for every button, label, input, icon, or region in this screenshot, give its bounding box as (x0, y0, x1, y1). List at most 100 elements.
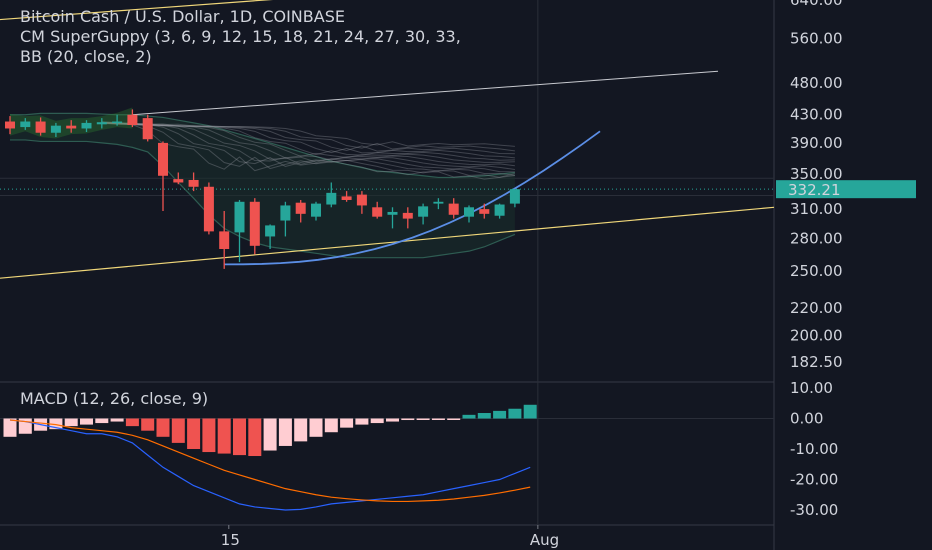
macd-pane (0, 404, 774, 511)
y-tick-label: 200.00 (790, 327, 843, 345)
bb-lower-line (10, 139, 516, 259)
macd-histogram-bar (171, 418, 185, 443)
candle-body (326, 192, 337, 205)
price-axes[interactable]: 640.00 560.00 480.00 430.00 390.00 350.00 310.… (221, 0, 843, 549)
candles (5, 109, 520, 269)
guppy-ma-line (101, 122, 515, 173)
candle-body (234, 201, 245, 233)
indicator-bb-label: BB (20, close, 2) (20, 47, 152, 66)
macd-histogram-bar (80, 418, 93, 425)
candle-body (372, 207, 383, 217)
macd-histogram-bar (370, 418, 384, 424)
candle-body (402, 212, 413, 219)
macd-title: MACD (12, 26, close, 9) (20, 389, 208, 408)
candle-body (20, 121, 31, 128)
macd-histogram-bar (217, 418, 231, 454)
macd-histogram-bar (202, 418, 216, 453)
candle-body (5, 121, 15, 129)
macd-histogram-bar (493, 410, 507, 419)
macd-histogram-bar (462, 414, 476, 419)
bb-upper-line (10, 112, 515, 179)
macd-y-tick-label: 10.00 (790, 379, 833, 397)
bollinger-bands (10, 112, 516, 259)
candle-body (96, 122, 107, 125)
macd-histogram-bar (263, 418, 277, 451)
super-guppy-ribbon (10, 107, 516, 180)
macd-histogram-bar (141, 418, 155, 431)
macd-histogram-bar (49, 418, 63, 430)
support-trend-line[interactable] (0, 206, 775, 279)
guppy-ma-line (101, 122, 515, 155)
candle-body (464, 207, 474, 217)
macd-y-tick-label: 0.00 (790, 410, 823, 428)
y-tick-label: 560.00 (790, 30, 843, 48)
guppy-ma-line (101, 122, 515, 161)
macd-histogram-bar (355, 418, 369, 425)
macd-histogram-bar (278, 418, 292, 446)
candle-body (35, 121, 46, 133)
candle-body (418, 206, 429, 217)
x-tick-label: Aug (530, 531, 559, 549)
candle-body (341, 196, 352, 200)
macd-histogram-bar (401, 418, 415, 421)
guppy-ma-line (101, 121, 516, 180)
macd-line (9, 419, 531, 511)
resistance-trend-line[interactable] (132, 70, 719, 116)
candle-body (494, 204, 505, 216)
guppy-ma-line (101, 121, 515, 147)
macd-histogram-bar (447, 418, 461, 420)
y-tick-label: 390.00 (790, 134, 843, 152)
y-tick-label: 310.00 (790, 200, 843, 218)
macd-histogram-bar (340, 418, 354, 428)
last-price-label: 332.21 (788, 181, 841, 199)
upper-trend-line[interactable] (0, 0, 385, 21)
candle-body (479, 209, 490, 214)
macd-y-tick-label: -20.00 (790, 471, 838, 489)
y-tick-label: 250.00 (790, 262, 843, 280)
guppy-ma-line (101, 122, 515, 176)
candle-body (433, 201, 444, 204)
macd-histogram-bar (523, 404, 537, 419)
y-tick-label: 280.00 (790, 230, 843, 248)
candle-body (280, 205, 291, 221)
macd-histogram-bar (156, 418, 170, 437)
macd-histogram-bar (187, 418, 201, 449)
macd-histogram-bar (508, 408, 522, 419)
candle-body (50, 125, 61, 133)
guppy-ma-line (101, 122, 515, 152)
candle-body (311, 203, 321, 217)
candle-body (173, 179, 184, 183)
y-tick-label: 640.00 (790, 0, 843, 9)
bb-fill (10, 113, 515, 258)
macd-histogram-bar (64, 418, 78, 427)
trend-drawings[interactable] (0, 0, 775, 279)
y-tick-label: 430.00 (790, 106, 843, 124)
candle-body (265, 225, 276, 237)
candle-body (158, 142, 168, 176)
main-grid (0, 0, 775, 550)
y-tick-label: 480.00 (790, 74, 843, 92)
candle-body (203, 186, 214, 232)
guppy-ma-line (101, 122, 515, 159)
y-tick-label: 182.50 (790, 353, 843, 371)
candle-body (188, 179, 199, 187)
macd-histogram-bar (294, 418, 308, 442)
macd-histogram-bar (248, 418, 262, 457)
symbol-title: Bitcoin Cash / U.S. Dollar, 1D, COINBASE (20, 7, 345, 26)
guppy-ma-line (101, 121, 515, 163)
candle-body (509, 189, 520, 204)
macd-histogram-bar (477, 413, 491, 419)
candle-body (387, 211, 398, 215)
parabolic-curve[interactable] (224, 130, 601, 266)
last-price-background (776, 180, 916, 199)
candle-body (448, 203, 459, 215)
macd-histogram-bar (110, 418, 124, 422)
macd-histogram-bar (386, 418, 399, 422)
macd-histogram-bar (125, 418, 139, 427)
macd-y-tick-label: -30.00 (790, 501, 838, 519)
macd-histogram-bar (324, 418, 338, 433)
macd-histogram-bar (309, 418, 323, 437)
macd-histogram-bar (431, 418, 445, 420)
candle-body (142, 118, 153, 140)
